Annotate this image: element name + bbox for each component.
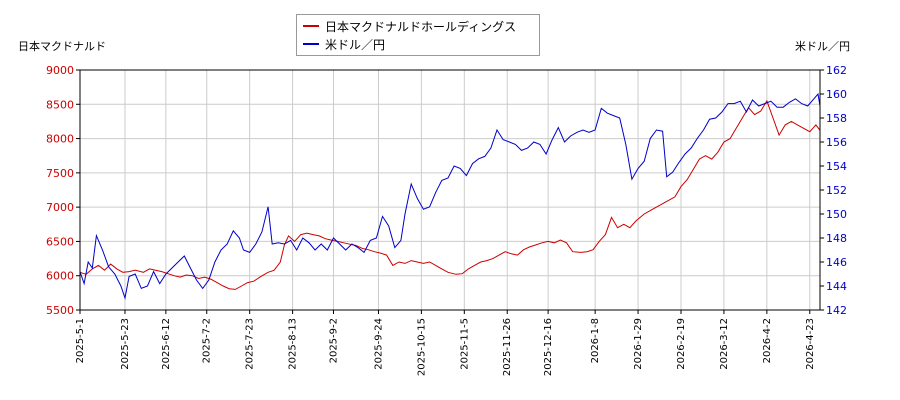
y-left-tick-label: 8000 <box>46 133 74 146</box>
x-tick-label: 2026-1-29 <box>633 318 644 370</box>
x-tick-label: 2025-8-13 <box>288 318 299 370</box>
x-tick-label: 2025-5-23 <box>120 318 131 370</box>
y-right-tick-label: 158 <box>826 112 847 125</box>
series-line-usdjpy <box>79 92 821 300</box>
series-line-mcdonalds <box>79 99 821 290</box>
y-left-tick-label: 7000 <box>46 201 74 214</box>
x-tick-label: 2025-9-24 <box>373 318 384 370</box>
x-tick-label: 2025-9-2 <box>328 318 339 363</box>
plot-frame <box>79 69 821 311</box>
legend-entry-series2: 米ドル／円 <box>303 35 385 53</box>
x-tick-label: 2025-12-16 <box>543 318 554 376</box>
legend: 日本マクドナルドホールディングス 米ドル／円 <box>296 14 540 56</box>
y-right-tick-label: 162 <box>826 64 847 77</box>
x-tick-label: 2026-4-23 <box>805 318 816 370</box>
y-right-tick-label: 144 <box>826 280 847 293</box>
x-tick-label: 2025-10-15 <box>416 318 427 376</box>
y-right-tick-label: 150 <box>826 208 847 221</box>
grid-lines <box>79 69 820 311</box>
y-left-tick-label: 9000 <box>46 64 74 77</box>
x-axis: 2025-5-1 2025-5-23 2025-6-12 2025-7-2 2025-7… <box>75 310 816 376</box>
x-tick-label: 2025-5-1 <box>75 318 86 363</box>
x-tick-label: 2025-7-23 <box>245 318 256 370</box>
legend-swatch-series1 <box>303 25 319 27</box>
x-tick-label: 2025-11-5 <box>459 318 470 370</box>
y-axis-left: 5500 6000 6500 7000 7500 8000 8500 9000 <box>46 64 80 317</box>
y-left-tick-label: 7500 <box>46 167 74 180</box>
legend-label-series2: 米ドル／円 <box>325 37 386 52</box>
y-right-tick-label: 160 <box>826 88 847 101</box>
y-left-tick-label: 5500 <box>46 304 74 317</box>
series-lines <box>79 92 821 300</box>
x-tick-label: 2025-6-12 <box>161 318 172 370</box>
x-tick-label: 2025-11-26 <box>502 318 513 376</box>
y-right-tick-label: 152 <box>826 184 847 197</box>
y-left-tick-label: 6000 <box>46 270 74 283</box>
legend-swatch-series2 <box>303 43 319 45</box>
x-tick-label: 2026-3-12 <box>719 318 730 370</box>
y-right-tick-label: 156 <box>826 136 847 149</box>
y-axis-right-title: 米ドル／円 <box>795 40 850 53</box>
legend-entry-series1: 日本マクドナルドホールディングス <box>303 17 516 35</box>
y-right-tick-label: 154 <box>826 160 847 173</box>
x-tick-label: 2026-4-2 <box>762 318 773 363</box>
y-right-tick-label: 142 <box>826 304 847 317</box>
x-tick-label: 2025-7-2 <box>202 318 213 363</box>
x-tick-label: 2026-2-19 <box>676 318 687 370</box>
y-right-tick-label: 146 <box>826 256 847 269</box>
y-axis-left-title: 日本マクドナルド <box>18 40 106 53</box>
legend-label-series1: 日本マクドナルドホールディングス <box>325 19 517 34</box>
y-axis-right: 142 144 146 148 150 152 154 156 158 160 162 <box>820 64 847 317</box>
y-left-tick-label: 8500 <box>46 98 74 111</box>
x-tick-label: 2026-1-8 <box>590 318 601 363</box>
y-left-tick-label: 6500 <box>46 235 74 248</box>
y-right-tick-label: 148 <box>826 232 847 245</box>
